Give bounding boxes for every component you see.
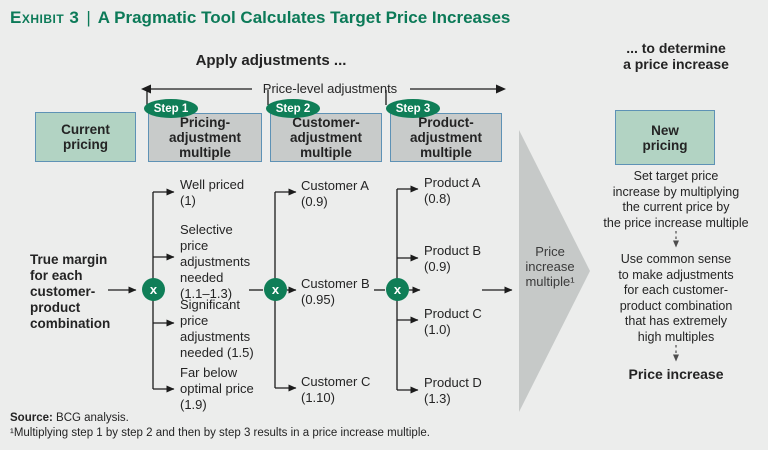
multiply-node-3: x — [386, 278, 409, 301]
source-label: Source: — [10, 412, 53, 424]
customer-adjustment-item: Customer C (1.10) — [301, 374, 371, 405]
pricing-adjustment-multiple-box: Pricing- adjustment multiple — [148, 113, 262, 162]
determine-price-heading: ... to determine a price increase — [623, 40, 729, 72]
product-adjustment-item: Product D (1.3) — [424, 375, 482, 406]
true-margin-label: True margin for each customer- product c… — [30, 252, 111, 331]
common-sense-note: Use common sense to make adjustments for… — [618, 252, 734, 344]
product-adjustment-item: Product B (0.9) — [424, 243, 482, 274]
customer-adjustment-item: Customer A (0.9) — [301, 178, 369, 209]
bracket-step2 — [274, 188, 385, 392]
step-1-badge: Step 1 — [144, 99, 198, 118]
multiply-node-2: x — [264, 278, 287, 301]
exhibit-title-text: A Pragmatic Tool Calculates Target Price… — [97, 8, 511, 27]
customer-adjustment-item: Customer B (0.95) — [301, 276, 370, 307]
pricing-adjustment-item: Far below optimal price (1.9) — [180, 365, 254, 412]
arrowhead-left-icon — [141, 84, 151, 94]
step-3-badge: Step 3 — [386, 99, 440, 118]
multiply-node-1: x — [142, 278, 165, 301]
exhibit-number: Exhibit 3 — [10, 8, 80, 27]
arrowhead-right-icon — [496, 84, 506, 94]
price-increase-multiple-label: Price increase multiple¹ — [525, 244, 575, 289]
product-adjustment-item: Product C (1.0) — [424, 306, 482, 337]
price-increase-result-label: Price increase — [628, 366, 724, 382]
price-increase-arrow-shape — [519, 130, 590, 412]
product-adjustment-item: Product A (0.8) — [424, 175, 481, 206]
pricing-adjustment-item: Well priced (1) — [180, 177, 245, 208]
customer-adjustment-multiple-box: Customer- adjustment multiple — [270, 113, 382, 162]
pricing-adjustment-item: Selective price adjustments needed (1.1–… — [180, 222, 251, 301]
price-level-arrow — [146, 88, 496, 105]
source-line: Source: BCG analysis. — [10, 412, 129, 424]
apply-adjustments-heading: Apply adjustments ... — [195, 52, 347, 69]
current-pricing-box: Current pricing — [35, 112, 136, 162]
pricing-adjustment-item: Significant price adjustments needed (1.… — [180, 297, 254, 360]
price-level-adjustments-label: Price-level adjustments — [262, 81, 398, 96]
product-adjustment-multiple-box: Product- adjustment multiple — [390, 113, 502, 162]
set-target-price-note: Set target price increase by multiplying… — [603, 169, 749, 230]
step-2-badge: Step 2 — [266, 99, 320, 118]
footnote: ¹Multiplying step 1 by step 2 and then b… — [10, 427, 430, 439]
source-text: BCG analysis. — [52, 412, 129, 424]
new-pricing-box: New pricing — [615, 110, 715, 165]
bracket-step1 — [152, 188, 263, 393]
exhibit-title: Exhibit 3 | A Pragmatic Tool Calculates Ta… — [10, 8, 510, 28]
title-divider: | — [86, 8, 91, 27]
